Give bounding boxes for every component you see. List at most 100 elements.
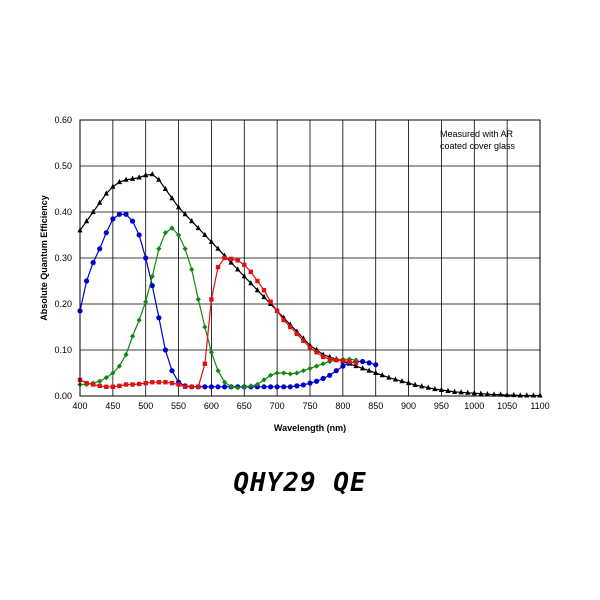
data-point [248, 269, 254, 274]
data-point [208, 384, 215, 390]
data-point [156, 246, 162, 252]
chart-ticks: 400 450 500 550 600 650 700 750 800 850 900 950 1000… [54, 115, 549, 411]
x-tick-label: 550 [171, 401, 186, 411]
data-point [248, 280, 254, 286]
data-point [294, 383, 300, 389]
x-tick-label: 700 [270, 401, 285, 411]
data-point [110, 216, 116, 222]
x-tick-label: 1050 [497, 401, 517, 411]
data-point [255, 278, 260, 284]
series-line [79, 257, 357, 388]
data-point [110, 183, 116, 189]
data-point [235, 258, 240, 263]
data-point [294, 331, 300, 337]
data-point [149, 171, 155, 177]
data-point [392, 376, 399, 382]
data-point [123, 382, 129, 387]
data-point [84, 380, 89, 386]
data-point [195, 296, 201, 302]
y-tick-label: 0.00 [54, 391, 72, 401]
data-point [196, 384, 201, 389]
data-point [412, 381, 418, 387]
data-point [169, 225, 175, 231]
data-point [294, 370, 300, 376]
data-point [425, 384, 431, 390]
data-point [281, 384, 287, 390]
data-point [333, 368, 339, 374]
data-point [149, 273, 155, 279]
data-point [274, 370, 280, 376]
data-point [103, 190, 109, 196]
data-point [373, 362, 379, 368]
data-point [150, 380, 155, 385]
data-point [162, 185, 169, 191]
data-point [274, 308, 280, 314]
data-point [182, 211, 188, 217]
data-point [248, 383, 254, 389]
series-line [79, 213, 376, 388]
data-point [379, 372, 385, 378]
data-point [97, 199, 103, 205]
data-point [136, 232, 142, 238]
data-point [313, 363, 320, 369]
data-point [117, 383, 122, 389]
data-point [359, 365, 366, 371]
data-point [261, 293, 267, 300]
data-point [268, 299, 273, 304]
data-point [432, 385, 438, 392]
data-point [83, 218, 90, 224]
data-point [340, 363, 346, 369]
annotation-line-2: coated cover glass [440, 141, 516, 151]
y-tick-label: 0.40 [54, 207, 72, 217]
data-point [307, 345, 313, 350]
data-point [129, 333, 136, 339]
data-point [228, 256, 234, 262]
data-point [110, 370, 116, 376]
data-point [288, 324, 293, 330]
x-tick-label: 900 [401, 401, 416, 411]
data-point [241, 273, 247, 279]
data-point [458, 389, 464, 395]
data-point [143, 255, 149, 261]
data-point [235, 266, 241, 272]
chart-series [77, 171, 543, 398]
data-point [347, 359, 352, 364]
data-point [215, 368, 221, 374]
data-point [143, 299, 149, 305]
data-point [129, 175, 136, 181]
data-point [202, 361, 208, 366]
data-point [340, 358, 346, 363]
data-point [123, 352, 129, 358]
data-point [373, 369, 379, 375]
chart-caption: QHY29 QE [233, 468, 367, 498]
data-point [182, 384, 188, 389]
data-point [267, 384, 274, 390]
data-point [359, 358, 366, 365]
data-point [300, 382, 307, 388]
data-point [116, 363, 123, 369]
data-point [123, 211, 129, 217]
data-point [208, 349, 215, 355]
data-point [438, 386, 445, 393]
data-point [327, 357, 332, 362]
data-point [471, 390, 477, 396]
data-point [261, 288, 267, 293]
data-point [97, 383, 102, 389]
data-point [143, 172, 149, 178]
y-tick-label: 0.10 [54, 345, 72, 355]
plot-frame [79, 119, 541, 397]
data-point [169, 195, 175, 201]
data-point [465, 389, 471, 395]
data-point [130, 382, 135, 387]
x-tick-label: 750 [302, 401, 317, 411]
data-point [386, 374, 392, 380]
data-point [215, 265, 221, 270]
data-point [116, 178, 123, 185]
y-axis-title: Absolute Quantum Efficiency [39, 195, 49, 321]
series-1 [77, 211, 379, 390]
data-point [169, 368, 175, 374]
data-point [307, 365, 313, 371]
data-point [116, 211, 123, 217]
data-point [254, 381, 261, 388]
data-point [162, 347, 169, 353]
